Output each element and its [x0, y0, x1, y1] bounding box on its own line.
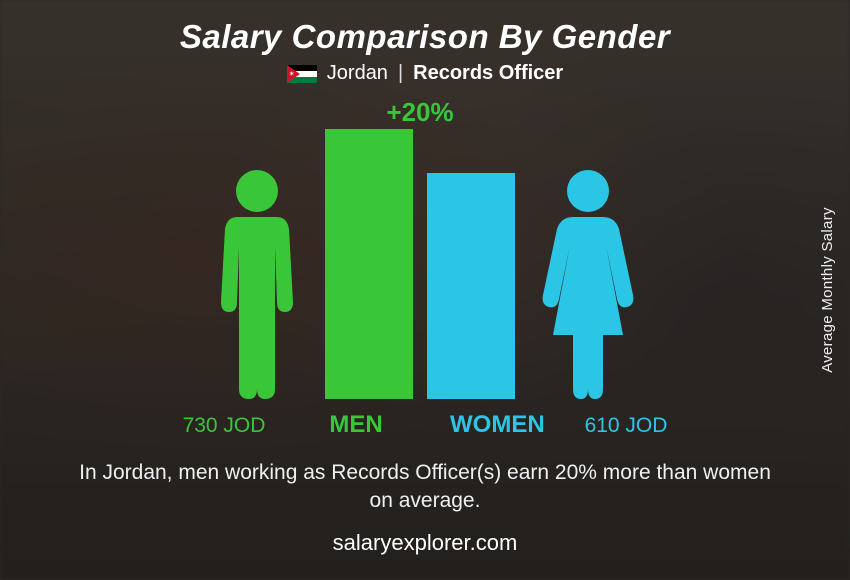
men-salary-value: 730 JOD	[154, 414, 294, 438]
job-title-label: Records Officer	[413, 62, 563, 85]
women-salary-value: 610 JOD	[556, 414, 696, 438]
women-bar	[427, 173, 515, 399]
male-icon	[207, 167, 307, 399]
infographic-content: Salary Comparison By Gender ✶ Jordan | R…	[0, 0, 850, 580]
labels-row: 730 JOD MEN WOMEN 610 JOD	[154, 411, 696, 439]
y-axis-label: Average Monthly Salary	[819, 207, 836, 373]
men-label: MEN	[312, 411, 400, 439]
men-bar	[325, 129, 413, 399]
country-label: Jordan	[327, 62, 388, 85]
female-icon	[533, 167, 643, 399]
footer-source: salaryexplorer.com	[333, 530, 518, 560]
percentage-label: +20%	[386, 97, 453, 128]
male-icon-column	[207, 99, 307, 399]
jordan-flag-icon: ✶	[287, 65, 317, 83]
bar-group: +20%	[325, 99, 515, 399]
subtitle-divider: |	[398, 62, 403, 85]
women-label: WOMEN	[450, 411, 538, 439]
page-title: Salary Comparison By Gender	[180, 18, 670, 56]
chart-area: +20%	[207, 99, 643, 399]
female-icon-column	[533, 99, 643, 399]
subtitle-row: ✶ Jordan | Records Officer	[287, 62, 563, 85]
summary-text: In Jordan, men working as Records Office…	[75, 459, 775, 516]
